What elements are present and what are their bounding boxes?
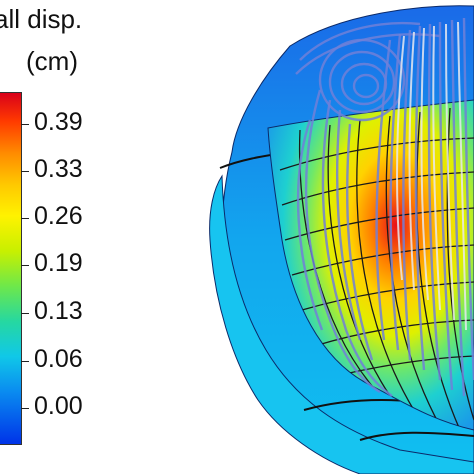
streamlines [295, 17, 474, 397]
colorbar-tick [21, 265, 29, 266]
colorbar-tick [21, 361, 29, 362]
colorbar-gradient [0, 92, 22, 445]
streamlines-light [395, 21, 467, 331]
tick-label-1: 0.33 [34, 155, 83, 183]
tick-label-6: 0.00 [34, 392, 83, 420]
tick-label-0: 0.39 [34, 108, 83, 136]
tick-label-2: 0.26 [34, 202, 83, 230]
colorbar-tick [21, 218, 29, 219]
tick-label-4: 0.13 [34, 297, 83, 325]
colorbar-tick [21, 171, 29, 172]
colorbar-tick [21, 408, 29, 409]
tick-label-3: 0.19 [34, 249, 83, 277]
legend-title-line1: all disp. [0, 4, 83, 34]
colorbar-tick [21, 124, 29, 125]
shell-contour [359, 431, 474, 441]
colorbar-tick [21, 313, 29, 314]
apex-shell [209, 174, 474, 474]
tick-label-5: 0.06 [34, 345, 83, 373]
legend-title-unit: (cm) [26, 46, 78, 76]
